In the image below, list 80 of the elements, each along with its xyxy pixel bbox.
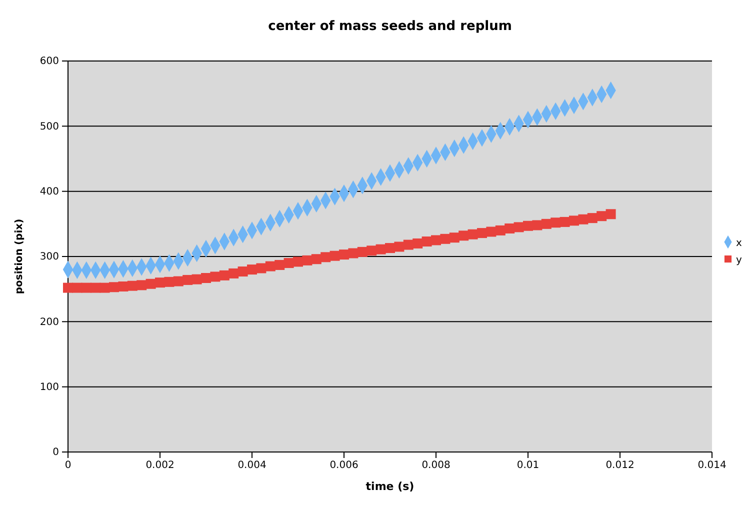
point [284, 258, 294, 268]
x-tick-label: 0.012 [606, 460, 634, 472]
point [302, 255, 312, 266]
point [192, 274, 202, 284]
legend-label: y [736, 255, 742, 266]
y-tick-label: 500 [40, 121, 59, 132]
point [201, 273, 211, 284]
x-tick-label: 0.004 [238, 460, 266, 472]
point [403, 240, 414, 250]
point [357, 246, 368, 257]
point [569, 216, 579, 226]
legend-label: x [736, 238, 742, 249]
point [247, 264, 257, 275]
point [293, 256, 303, 267]
point [606, 209, 616, 220]
point [412, 238, 423, 248]
point [495, 225, 506, 236]
y-tick-label: 200 [40, 316, 59, 328]
point [219, 270, 230, 280]
point [477, 228, 487, 238]
point [72, 282, 82, 293]
point [265, 261, 276, 272]
point [385, 243, 395, 254]
x-tick-label: 0.002 [146, 460, 174, 472]
y-tick-label: 400 [40, 186, 59, 198]
point [339, 250, 349, 260]
chart-title: center of mass seeds and replum [268, 19, 512, 34]
point [118, 281, 128, 292]
point [330, 250, 340, 261]
point [90, 282, 101, 293]
point [146, 278, 156, 289]
x-tick-label: 0 [64, 460, 72, 472]
point [238, 266, 248, 276]
point [136, 280, 147, 290]
x-tick-label: 0.008 [422, 460, 450, 472]
y-tick-label: 600 [40, 56, 59, 68]
point [274, 260, 285, 270]
point [155, 278, 165, 288]
point [541, 218, 552, 229]
point [504, 223, 515, 234]
point [596, 211, 607, 222]
point [63, 282, 73, 293]
x-tick-label: 0.006 [330, 460, 358, 472]
point [587, 213, 598, 224]
point [394, 242, 404, 252]
y-axis-title: position (pix) [14, 218, 25, 294]
point [210, 272, 220, 282]
point [486, 226, 496, 237]
point [173, 276, 184, 286]
point [348, 248, 358, 258]
point [449, 232, 460, 243]
point [431, 235, 441, 246]
y-tick-label: 0 [52, 447, 59, 458]
y-tick-label: 100 [40, 382, 59, 394]
x-tick-label: 0.01 [516, 460, 540, 472]
point [320, 252, 331, 262]
point [256, 263, 266, 274]
point [532, 220, 542, 230]
x-tick-label: 0.014 [698, 460, 726, 472]
point [422, 236, 432, 247]
point [550, 218, 561, 228]
point [523, 220, 533, 231]
point [228, 268, 239, 278]
point [376, 244, 386, 254]
x-axis-title: time (s) [366, 480, 414, 493]
point [311, 254, 322, 264]
point [81, 282, 92, 293]
point [109, 282, 119, 292]
point [578, 214, 588, 224]
point [514, 222, 524, 232]
point [366, 246, 377, 256]
point [100, 282, 110, 293]
point [468, 229, 478, 240]
point [182, 274, 193, 285]
point [164, 276, 174, 287]
point [127, 280, 138, 291]
point [458, 230, 469, 241]
point [440, 234, 450, 244]
point [560, 216, 570, 227]
y-tick-label: 300 [40, 252, 59, 263]
